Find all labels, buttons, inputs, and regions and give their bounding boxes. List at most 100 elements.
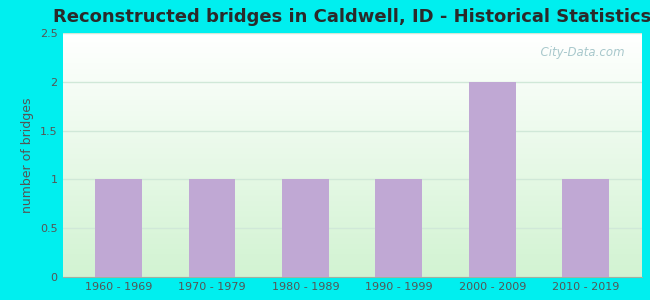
Bar: [62, 95, 642, 97]
Bar: [62, 115, 642, 116]
Bar: [62, 150, 642, 152]
Bar: [62, 108, 642, 109]
Bar: [62, 192, 642, 193]
Bar: [62, 127, 642, 128]
Bar: [62, 121, 642, 122]
Bar: [62, 111, 642, 112]
Bar: [62, 232, 642, 233]
Bar: [62, 63, 642, 64]
Bar: [62, 42, 642, 43]
Bar: [62, 220, 642, 221]
Bar: [62, 57, 642, 58]
Bar: [62, 104, 642, 105]
Bar: [62, 142, 642, 143]
Bar: [62, 110, 642, 111]
Bar: [62, 77, 642, 79]
Bar: [62, 218, 642, 220]
Bar: [62, 99, 642, 101]
Bar: [62, 199, 642, 200]
Bar: [62, 70, 642, 71]
Bar: [62, 148, 642, 149]
Bar: [62, 183, 642, 184]
Bar: [62, 55, 642, 57]
Bar: [62, 103, 642, 104]
Bar: [62, 194, 642, 195]
Bar: [376, 179, 422, 277]
Bar: [62, 76, 642, 77]
Bar: [62, 158, 642, 159]
Bar: [62, 269, 642, 271]
Bar: [62, 38, 642, 40]
Bar: [62, 37, 642, 38]
Bar: [62, 154, 642, 155]
Bar: [62, 58, 642, 59]
Bar: [62, 105, 642, 106]
Bar: [62, 147, 642, 148]
Bar: [62, 251, 642, 253]
Bar: [62, 196, 642, 198]
Bar: [62, 112, 642, 114]
Y-axis label: number of bridges: number of bridges: [21, 98, 34, 213]
Bar: [62, 182, 642, 183]
Bar: [62, 47, 642, 48]
Bar: [282, 179, 329, 277]
Bar: [62, 169, 642, 170]
Bar: [62, 134, 642, 136]
Bar: [62, 116, 642, 117]
Bar: [62, 59, 642, 60]
Bar: [62, 136, 642, 137]
Bar: [62, 152, 642, 153]
Bar: [62, 88, 642, 89]
Bar: [62, 188, 642, 189]
Bar: [62, 224, 642, 226]
Bar: [62, 216, 642, 217]
Bar: [62, 222, 642, 223]
Bar: [62, 61, 642, 63]
Bar: [62, 177, 642, 178]
Bar: [62, 266, 642, 267]
Bar: [62, 83, 642, 85]
Bar: [62, 268, 642, 269]
Bar: [188, 179, 235, 277]
Bar: [62, 92, 642, 93]
Bar: [62, 250, 642, 251]
Bar: [62, 187, 642, 188]
Bar: [62, 248, 642, 249]
Bar: [62, 66, 642, 68]
Bar: [62, 210, 642, 211]
Bar: [62, 159, 642, 160]
Bar: [62, 273, 642, 274]
Bar: [62, 80, 642, 81]
Bar: [62, 87, 642, 88]
Bar: [62, 190, 642, 192]
Bar: [62, 93, 642, 94]
Bar: [62, 249, 642, 250]
Bar: [62, 86, 642, 87]
Bar: [62, 146, 642, 147]
Bar: [62, 35, 642, 36]
Bar: [62, 209, 642, 210]
Bar: [62, 171, 642, 172]
Bar: [62, 242, 642, 243]
Bar: [62, 172, 642, 173]
Bar: [62, 41, 642, 42]
Bar: [62, 255, 642, 256]
Bar: [62, 155, 642, 156]
Bar: [62, 97, 642, 98]
Bar: [62, 167, 642, 169]
Bar: [62, 175, 642, 176]
Bar: [62, 131, 642, 132]
Bar: [62, 204, 642, 205]
Bar: [62, 75, 642, 76]
Bar: [62, 69, 642, 70]
Bar: [62, 74, 642, 75]
Bar: [62, 211, 642, 212]
Bar: [62, 52, 642, 53]
Bar: [62, 125, 642, 126]
Bar: [62, 238, 642, 239]
Bar: [62, 256, 642, 257]
Bar: [62, 230, 642, 231]
Bar: [62, 244, 642, 245]
Bar: [62, 212, 642, 214]
Bar: [62, 114, 642, 115]
